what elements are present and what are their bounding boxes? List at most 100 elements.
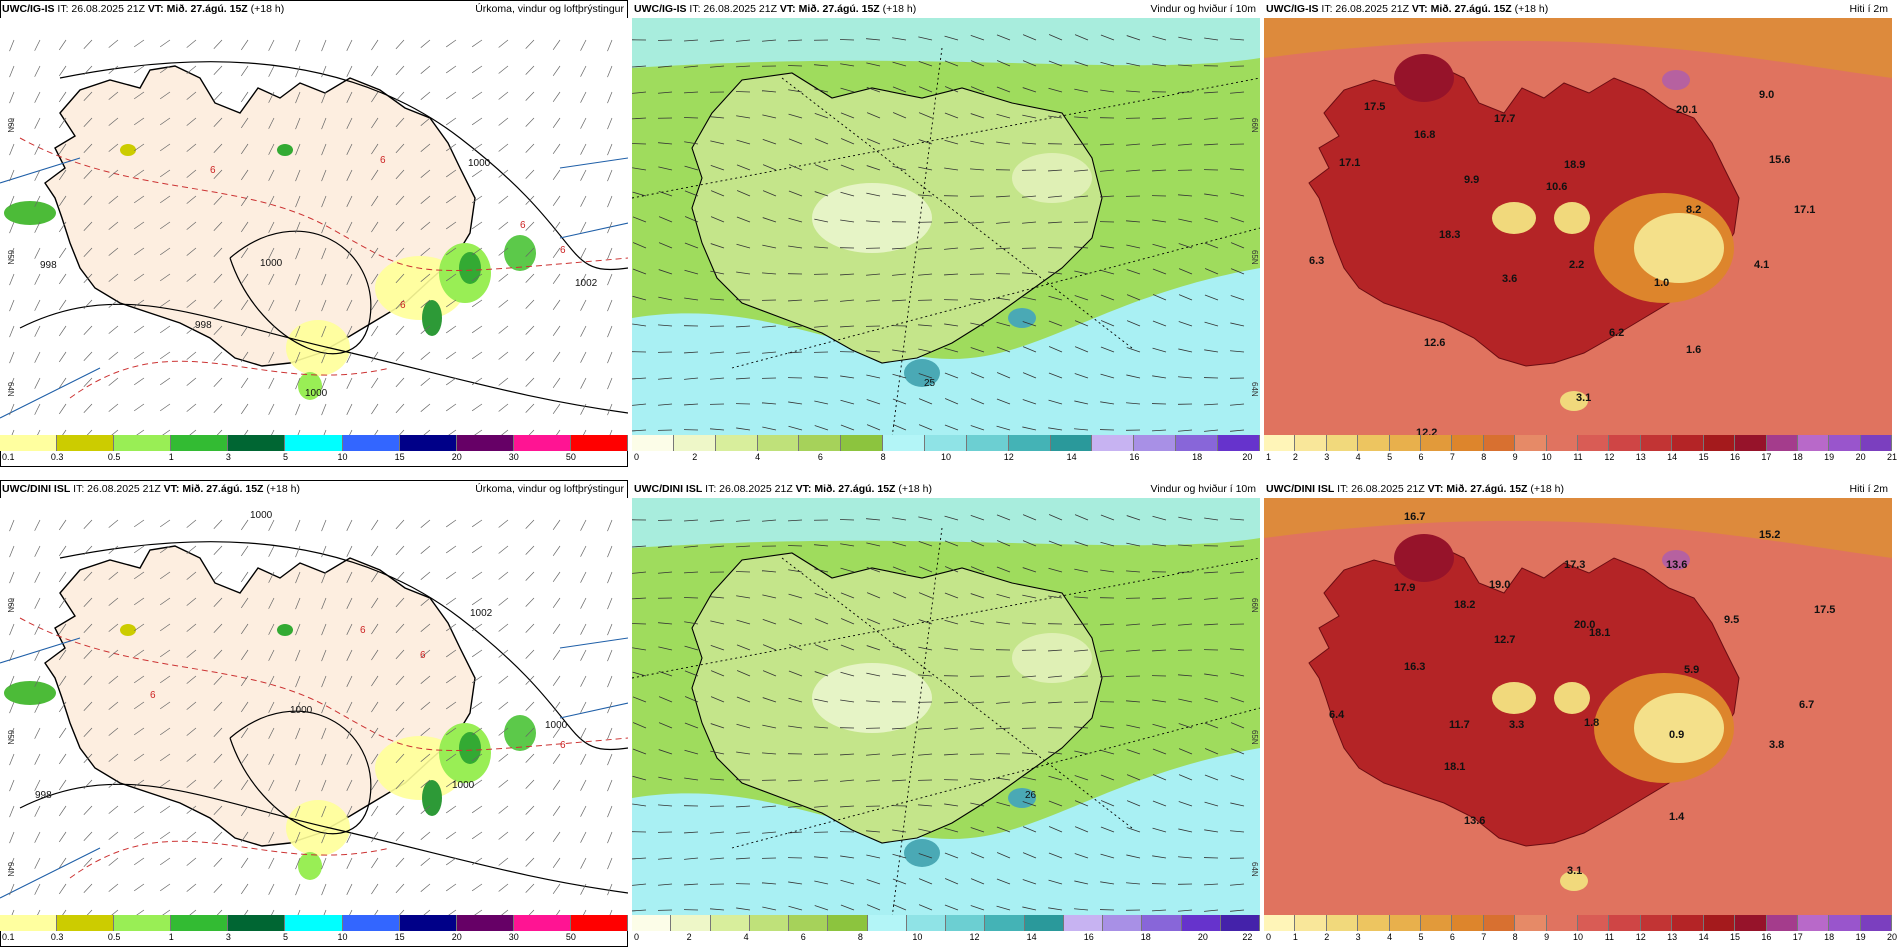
isobar [59,61,628,271]
wind-barb [34,883,41,895]
colorbar-labels: 0 2 4 6 8 10 12 14 16 18 20 [632,451,1260,463]
colorbar-swatch [1483,915,1516,931]
wind-arrow [996,566,1011,573]
wind-barb [552,857,561,869]
wind-barb [108,273,119,282]
wind-arrow [1100,294,1115,301]
wind-arrow [736,139,751,145]
wind-barb [108,857,119,866]
wind-arrow [1204,242,1219,249]
contour-label: 6 [360,625,366,636]
latitude-label: 65N [6,730,15,745]
glacier-cold [1560,871,1588,891]
colorbar-swatch [789,915,829,931]
wind-barb [607,325,613,338]
wind-arrow [814,568,829,573]
wind-arrow [658,242,673,249]
precip-area-spot [120,624,136,636]
wind-arrow [944,323,959,327]
map-area[interactable]: 1000 1000 1002 998 1000 998 6 6 6 6 6 66N 65N 64N [0,18,628,435]
map-area[interactable]: 26 66N 65N 64N [632,498,1260,915]
wind-barb [83,805,93,816]
colorbar-swatch [1672,915,1704,931]
wind-barb [580,143,587,155]
wind-arrow [1022,346,1037,353]
wind-barb [580,779,587,791]
wind-barb [607,831,613,844]
temp-field-north [1264,18,1892,78]
wind-barb [395,545,405,556]
wind-arrow [710,216,725,223]
wind-barb [83,727,93,738]
temperature-label: 15.2 [1759,529,1780,541]
wind-arrow [918,541,933,547]
wind-barb [268,39,275,51]
wind-arrow [1126,749,1141,755]
wind-barb [445,701,457,710]
wind-barb [9,91,15,104]
wind-barb [240,143,249,155]
wind-arrow [736,216,751,223]
wind-arrow [1074,169,1089,172]
wind-arrow [1074,116,1089,119]
colorbar-label: 0 [634,452,640,462]
wind-barb [295,753,301,766]
map-area[interactable]: 25 66N 65N 64N [632,18,1260,435]
wind-arrow [1048,852,1063,859]
wind-barb [371,195,379,207]
wind-arrow [1152,347,1167,353]
wind-barb [395,169,405,180]
map-area[interactable]: 16.7 17.9 18.2 19.0 17.3 13.6 15.2 20.0 18.1 17.5… [1264,498,1892,915]
wind-arrow [892,86,907,93]
wind-arrow [788,138,803,145]
wind-barb [420,649,431,658]
wind-barb [321,273,327,286]
wind-barb [321,169,327,182]
wind-arrow [918,828,933,833]
wind-barb [108,701,119,710]
wind-barb [108,753,119,762]
wind-arrow [788,805,803,808]
wind-arrow [1100,89,1115,93]
wind-barb [420,377,431,386]
wind-barb [34,545,41,557]
wind-barb [552,221,561,233]
wind-barb [445,571,457,580]
colorbar-swatch [1326,435,1359,451]
wind-barb [240,675,249,687]
colorbar-swatches [1264,915,1893,931]
wind-barb [420,221,431,230]
wind-barb [346,623,353,635]
wind-arrow [970,86,985,93]
wind-barb [162,429,171,435]
wind-arrow [762,90,777,93]
wind-barb [552,299,561,311]
wind-arrow [1048,399,1063,405]
wind-arrow [892,673,907,677]
wind-barb [213,701,223,712]
wind-arrow [918,61,933,67]
map-svg: 17.516.817.19.917.718.910.620.19.015.68.… [1264,18,1892,435]
wind-barb [133,299,145,308]
wind-barb [321,143,327,156]
wind-arrow [918,324,933,327]
wind-arrow [658,191,673,197]
colorbar-swatch [57,435,115,451]
colorbar-label: 5 [1387,452,1393,462]
contour-label: 998 [195,320,212,331]
isobar [229,230,372,355]
wind-barb [240,91,249,103]
wind-arrow [1048,751,1063,755]
wind-barb [159,169,171,178]
wind-field-gust [1008,788,1036,808]
wind-barb [445,273,457,282]
map-area[interactable]: 17.5 16.8 17.1 9.9 17.7 18.9 10.6 20.1 9.0 15.6 8.… [1264,18,1892,435]
colorbar-label: 7 [1481,932,1487,942]
colorbar-swatch [1295,915,1327,931]
wind-barb [471,701,483,710]
map-area[interactable]: 1000 1002 1000 998 1000 1000 6 6 6 6 66N 65N 64N [0,498,628,915]
temperature-label: 11.7 [1449,719,1470,731]
wind-barb [580,325,587,337]
wind-barb [268,221,275,233]
colorbar-swatch [1672,435,1704,451]
